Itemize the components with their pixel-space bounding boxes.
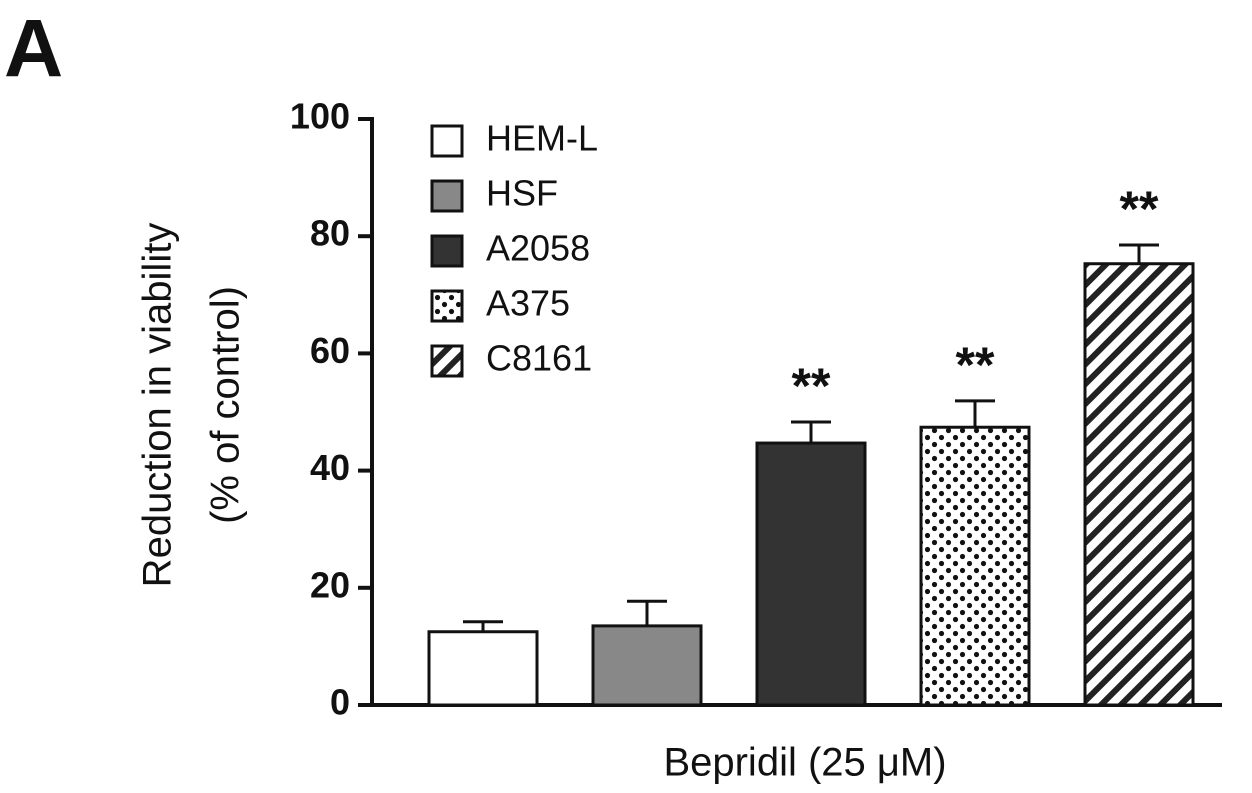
legend-swatch <box>430 289 464 323</box>
legend-label: C8161 <box>486 338 592 379</box>
x-axis-label: Bepridil (25 μM) <box>663 741 946 785</box>
legend-swatch <box>430 179 464 213</box>
legend-label: A2058 <box>486 228 590 269</box>
y-tick-label: 100 <box>290 96 350 137</box>
y-axis-label: (% of control) <box>204 286 248 524</box>
panel-label: A <box>4 4 63 95</box>
y-tick-label: 40 <box>310 447 350 488</box>
legend-label: HSF <box>486 173 558 214</box>
bar <box>1083 262 1195 707</box>
y-tick-label: 0 <box>330 682 350 723</box>
bar <box>755 441 867 707</box>
y-tick-label: 80 <box>310 213 350 254</box>
legend-label: HEM-L <box>486 118 598 159</box>
y-tick-label: 60 <box>310 330 350 371</box>
y-axis-label: Reduction in viability <box>136 223 180 588</box>
legend-swatch <box>430 124 464 158</box>
significance-label: ** <box>956 337 995 393</box>
bar <box>919 425 1031 707</box>
significance-label: ** <box>792 358 831 414</box>
bar <box>427 630 539 707</box>
significance-label: ** <box>1120 181 1159 237</box>
legend-label: A375 <box>486 283 570 324</box>
y-tick-label: 20 <box>310 564 350 605</box>
legend-swatch <box>430 344 464 378</box>
legend-swatch <box>430 234 464 268</box>
bar <box>591 624 703 707</box>
